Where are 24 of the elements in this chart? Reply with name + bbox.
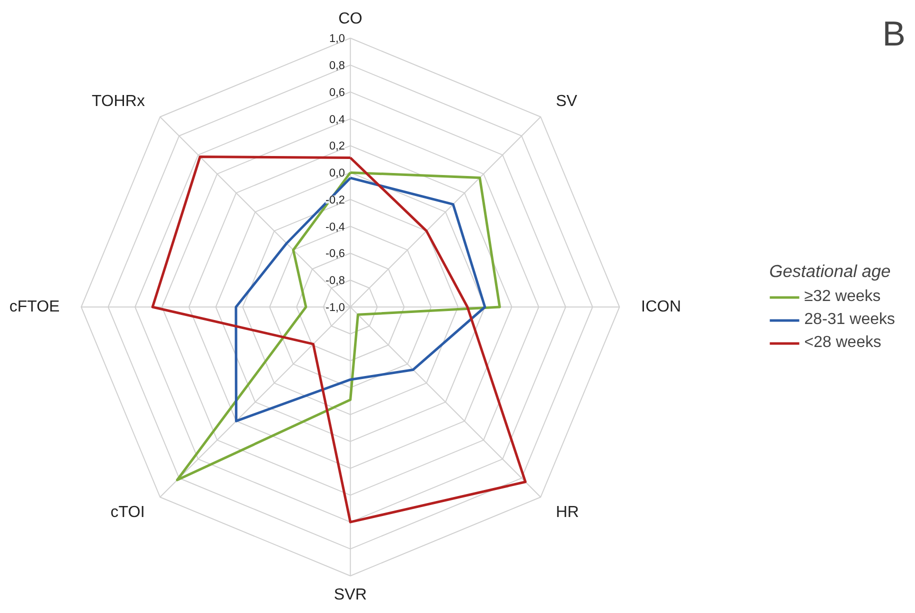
y-tick-label: -0,6 <box>325 248 345 260</box>
spoke-label: SV <box>556 93 578 110</box>
y-tick-label: 0,4 <box>329 114 345 126</box>
y-tick-label: 1,0 <box>329 33 345 46</box>
legend-label: <28 weeks <box>804 334 882 352</box>
y-tick-label: 0,0 <box>329 168 345 180</box>
spoke-label: cTOI <box>110 504 145 521</box>
spoke-label: CO <box>338 10 362 28</box>
y-tick-label: -0,4 <box>325 221 345 234</box>
y-tick-label: -0,2 <box>325 194 345 206</box>
spoke-label: ICON <box>641 298 681 316</box>
spoke-label: HR <box>556 504 579 521</box>
spoke-label: cFTOE <box>9 298 60 316</box>
legend-title: Gestational age <box>769 260 892 282</box>
y-tick-label: -1,0 <box>325 302 345 314</box>
text: B <box>882 16 906 54</box>
y-tick-label: -0,8 <box>325 275 345 288</box>
y-tick-label: 0,6 <box>329 86 345 99</box>
legend-label: 28-31 weeks <box>804 310 895 328</box>
spoke-label: TOHRx <box>92 93 145 110</box>
legend-label: ≥32 weeks <box>804 288 881 306</box>
y-tick-label: 0,2 <box>329 140 345 153</box>
spoke-label: SVR <box>334 586 367 604</box>
y-tick-label: 0,8 <box>329 60 345 72</box>
